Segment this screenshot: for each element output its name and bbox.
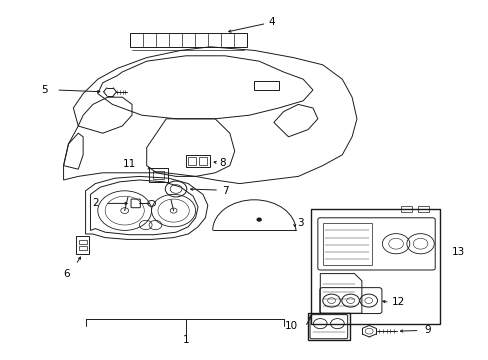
Text: 3: 3	[297, 218, 304, 228]
Bar	[254, 81, 278, 90]
Text: 9: 9	[424, 325, 430, 336]
Text: 12: 12	[391, 297, 405, 307]
Text: 6: 6	[63, 269, 70, 279]
Text: 8: 8	[219, 158, 225, 168]
Text: 1: 1	[182, 335, 189, 345]
Text: 13: 13	[451, 247, 465, 257]
Circle shape	[121, 208, 128, 213]
Bar	[76, 236, 89, 254]
Text: 10: 10	[285, 321, 297, 331]
Bar	[187, 157, 196, 165]
Bar	[185, 155, 210, 167]
Bar	[322, 223, 371, 265]
Bar	[400, 206, 411, 212]
Bar	[79, 246, 86, 250]
Text: 11: 11	[122, 159, 136, 169]
Circle shape	[170, 208, 177, 213]
Text: 7: 7	[221, 186, 228, 196]
Bar	[198, 157, 206, 165]
Text: 5: 5	[41, 85, 47, 95]
Bar	[417, 206, 428, 212]
Circle shape	[257, 218, 261, 221]
Bar	[79, 240, 86, 244]
Bar	[152, 171, 164, 179]
Text: 4: 4	[267, 17, 274, 27]
Bar	[129, 33, 246, 47]
Text: 2: 2	[92, 198, 99, 208]
Bar	[310, 209, 439, 324]
Bar	[307, 313, 349, 340]
Bar	[149, 168, 167, 182]
